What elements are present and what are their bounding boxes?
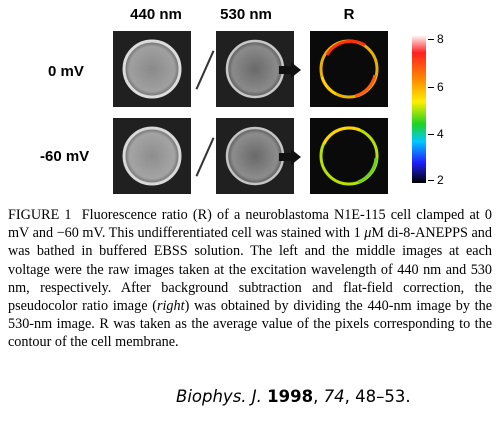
citation-volume: 74 — [323, 387, 345, 406]
colorbar-tick-6: 6 — [428, 80, 444, 94]
colorbar-tick-2: 2 — [428, 173, 444, 187]
image-440nm-minus60mv — [113, 118, 191, 194]
caption-text-2: M di-8-ANEPPS and was bathed in buffered… — [8, 225, 492, 315]
colorbar-tick-4: 4 — [428, 127, 444, 141]
caption-mu: μ — [364, 225, 372, 242]
separator-slash — [195, 137, 215, 177]
arrow-right-icon — [279, 62, 301, 78]
citation-year: 1998 — [267, 387, 314, 406]
column-header-440nm: 440 nm — [130, 6, 182, 23]
caption-label: FIGURE 1 — [8, 207, 72, 223]
colorbar-tick-8: 8 — [428, 32, 444, 46]
caption-italic-right: right — [156, 298, 185, 315]
caption-text-1: Fluorescence ratio (R) of a neuroblastom… — [8, 207, 492, 242]
figure-caption: FIGURE 1 Fluorescence ratio (R) of a neu… — [8, 206, 492, 352]
arrow-right-icon — [279, 149, 301, 165]
row-label-minus60mv: -60 mV — [40, 148, 90, 165]
image-ratio-minus60mv — [310, 118, 388, 194]
column-header-530nm: 530 nm — [220, 6, 272, 23]
image-ratio-0mv — [310, 31, 388, 107]
citation-pages: 48–53. — [355, 387, 411, 406]
citation-journal: Biophys. J. — [176, 387, 262, 406]
column-header-ratio: R — [343, 6, 355, 23]
image-440nm-0mv — [113, 31, 191, 107]
caption-text-3: ) was obtained by dividing the 440-nm im… — [8, 298, 493, 351]
colorbar — [412, 35, 426, 183]
row-label-0mv: 0 mV — [48, 63, 84, 80]
image-530nm-minus60mv — [216, 118, 294, 194]
citation: Biophys. J. 1998, 74, 48–53. — [176, 387, 411, 406]
separator-slash — [195, 50, 215, 90]
